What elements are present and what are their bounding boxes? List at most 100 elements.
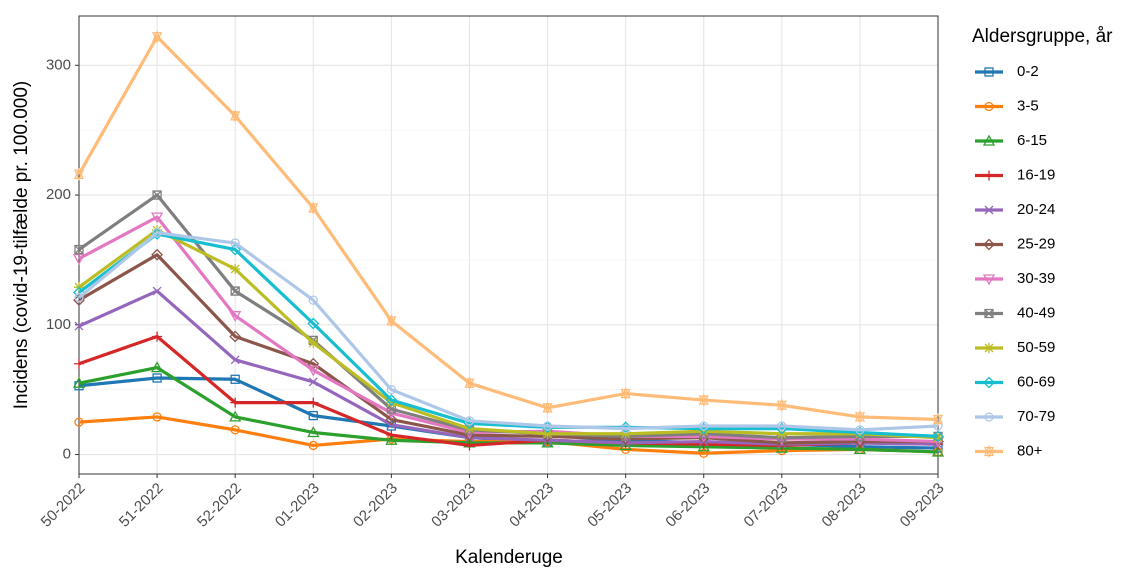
- marker: [776, 398, 787, 412]
- legend-label: 60-69: [1017, 373, 1055, 390]
- marker: [308, 440, 318, 451]
- x-tick-label: 04-2023: [506, 480, 557, 531]
- marker: [152, 373, 162, 383]
- marker: [151, 248, 164, 261]
- y-tick-label: 200: [46, 186, 71, 203]
- marker: [230, 264, 241, 275]
- marker: [933, 432, 943, 443]
- legend-label: 20-24: [1017, 201, 1055, 218]
- x-tick-label: 01-2023: [272, 480, 323, 531]
- legend-label: 3-5: [1017, 97, 1039, 114]
- marker: [230, 238, 240, 248]
- marker: [464, 416, 475, 426]
- x-tick-label: 08-2023: [819, 480, 870, 531]
- y-axis-title: Incidens (covid-19-tilfælde pr. 100.000): [11, 81, 32, 409]
- marker: [152, 228, 162, 238]
- marker: [984, 170, 994, 181]
- marker: [982, 274, 996, 286]
- legend-label: 50-59: [1017, 339, 1055, 356]
- series-group: [74, 190, 943, 443]
- marker: [229, 243, 242, 256]
- legend-label: 6-15: [1017, 132, 1047, 149]
- marker: [984, 343, 994, 353]
- marker: [307, 317, 320, 330]
- marker: [308, 295, 318, 305]
- marker: [854, 410, 865, 424]
- marker: [152, 412, 162, 422]
- marker: [984, 412, 994, 422]
- marker: [386, 314, 397, 328]
- series-line: [78, 232, 939, 438]
- series-line: [78, 289, 939, 446]
- marker: [386, 404, 397, 414]
- legend-label: 25-29: [1017, 235, 1055, 252]
- marker: [308, 337, 319, 348]
- legend-label: 16-19: [1017, 166, 1055, 183]
- legend-title: Aldersgruppe, år: [972, 26, 1113, 47]
- marker: [152, 190, 162, 200]
- marker: [152, 331, 163, 342]
- marker: [542, 428, 553, 439]
- x-tick-label: 50-2022: [38, 480, 89, 531]
- marker: [542, 401, 553, 415]
- marker: [229, 311, 242, 323]
- marker: [150, 212, 164, 224]
- marker: [74, 321, 84, 331]
- marker: [230, 374, 240, 384]
- marker: [72, 376, 86, 388]
- marker: [229, 330, 242, 343]
- x-axis-title: Kalenderuge: [455, 547, 563, 568]
- marker: [932, 412, 944, 427]
- y-tick-label: 100: [46, 316, 71, 333]
- marker: [152, 286, 162, 296]
- series-line: [77, 35, 939, 422]
- marker: [620, 386, 631, 401]
- marker: [385, 433, 398, 445]
- series-line: [77, 231, 939, 432]
- marker: [152, 225, 163, 236]
- marker: [73, 167, 85, 181]
- series-group: [73, 248, 944, 449]
- marker: [150, 361, 164, 373]
- legend-label: 30-39: [1017, 270, 1055, 287]
- marker: [984, 308, 994, 319]
- x-tick-label: 07-2023: [740, 480, 791, 531]
- marker: [385, 394, 398, 406]
- marker: [853, 443, 867, 454]
- series-group: [72, 212, 945, 448]
- x-tick-label: 05-2023: [584, 480, 635, 531]
- x-tick-label: 03-2023: [428, 480, 479, 531]
- marker: [308, 377, 318, 387]
- marker: [74, 417, 84, 427]
- marker: [230, 355, 240, 365]
- marker: [982, 134, 996, 146]
- marker: [984, 67, 994, 77]
- y-tick-label: 0: [63, 446, 71, 463]
- marker: [307, 365, 320, 377]
- x-tick-label: 09-2023: [897, 480, 948, 531]
- marker: [984, 101, 994, 112]
- marker: [933, 421, 943, 431]
- marker: [230, 425, 240, 435]
- legend-label: 70-79: [1017, 408, 1055, 425]
- marker: [308, 397, 319, 408]
- marker: [855, 425, 865, 435]
- marker: [307, 426, 320, 438]
- marker: [386, 430, 397, 441]
- marker: [152, 30, 163, 44]
- marker: [72, 253, 86, 265]
- marker: [983, 444, 995, 459]
- marker: [74, 244, 84, 255]
- marker: [984, 205, 994, 215]
- marker: [542, 421, 553, 431]
- marker: [386, 397, 397, 408]
- marker: [932, 430, 944, 443]
- marker: [699, 421, 709, 431]
- marker: [698, 426, 709, 437]
- marker: [386, 385, 397, 395]
- marker: [931, 445, 945, 457]
- legend-label: 40-49: [1017, 304, 1055, 321]
- marker: [308, 201, 319, 215]
- x-tick-label: 51-2022: [116, 480, 167, 531]
